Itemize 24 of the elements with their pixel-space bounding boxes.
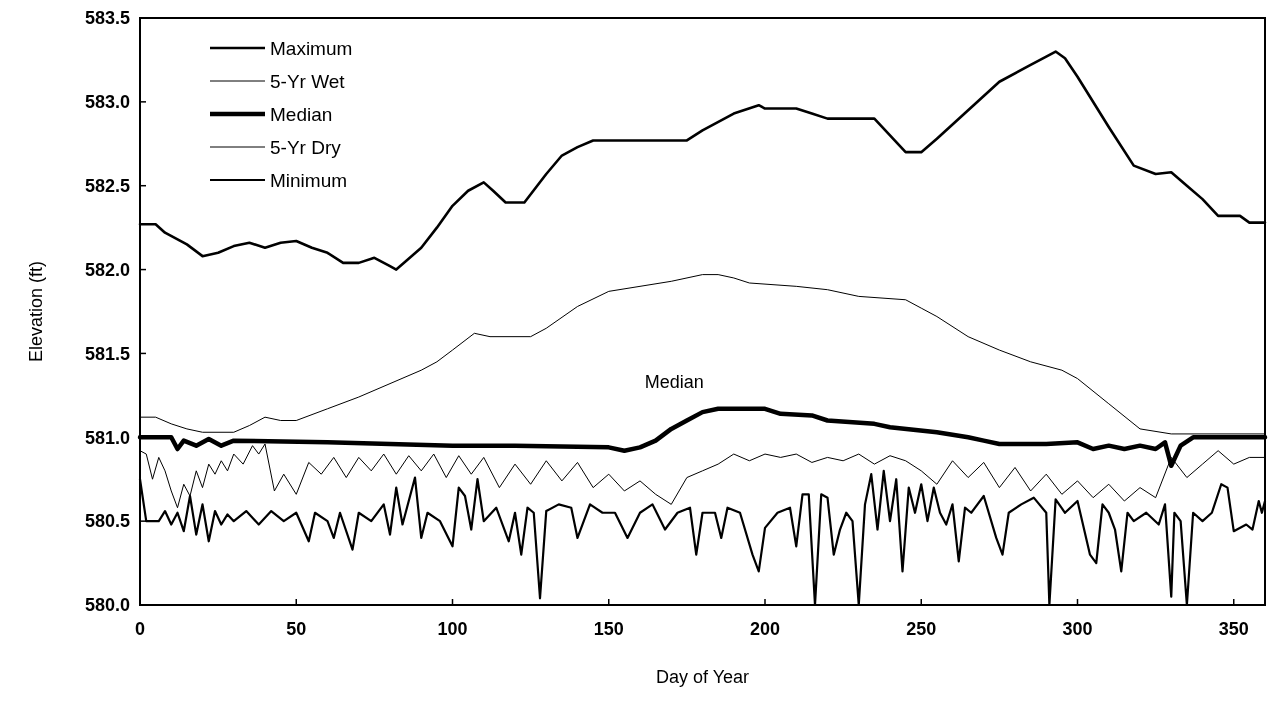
legend-label: Minimum <box>270 169 348 191</box>
y-tick-label: 581.0 <box>84 427 130 448</box>
y-tick-label: 583.0 <box>84 92 130 113</box>
annotation: Median <box>644 371 704 392</box>
x-axis-title: Day of Year <box>655 667 750 687</box>
x-tick-label: 50 <box>286 619 307 639</box>
x-tick-label: 0 <box>134 619 146 639</box>
x-tick-label: 300 <box>1062 619 1093 639</box>
x-tick-label: 200 <box>749 619 781 639</box>
x-tick-label: 100 <box>437 619 468 639</box>
x-tick-label: 150 <box>593 619 624 639</box>
y-axis-title: Elevation (ft) <box>26 260 46 363</box>
y-tick-label: 583.5 <box>84 8 130 29</box>
y-tick-label: 582.5 <box>84 176 130 197</box>
y-tick-label: 580.0 <box>84 595 130 616</box>
y-tick-label: 582.0 <box>84 259 130 280</box>
legend-label: Maximum <box>270 37 353 59</box>
x-tick-label: 350 <box>1218 619 1249 639</box>
y-tick-label: 581.5 <box>84 343 130 364</box>
y-tick-label: 580.5 <box>84 511 130 532</box>
x-tick-label: 250 <box>906 619 937 639</box>
legend-label: 5-Yr Dry <box>270 136 342 158</box>
legend-label: Median <box>270 103 333 125</box>
legend-label: 5-Yr Wet <box>270 70 346 92</box>
